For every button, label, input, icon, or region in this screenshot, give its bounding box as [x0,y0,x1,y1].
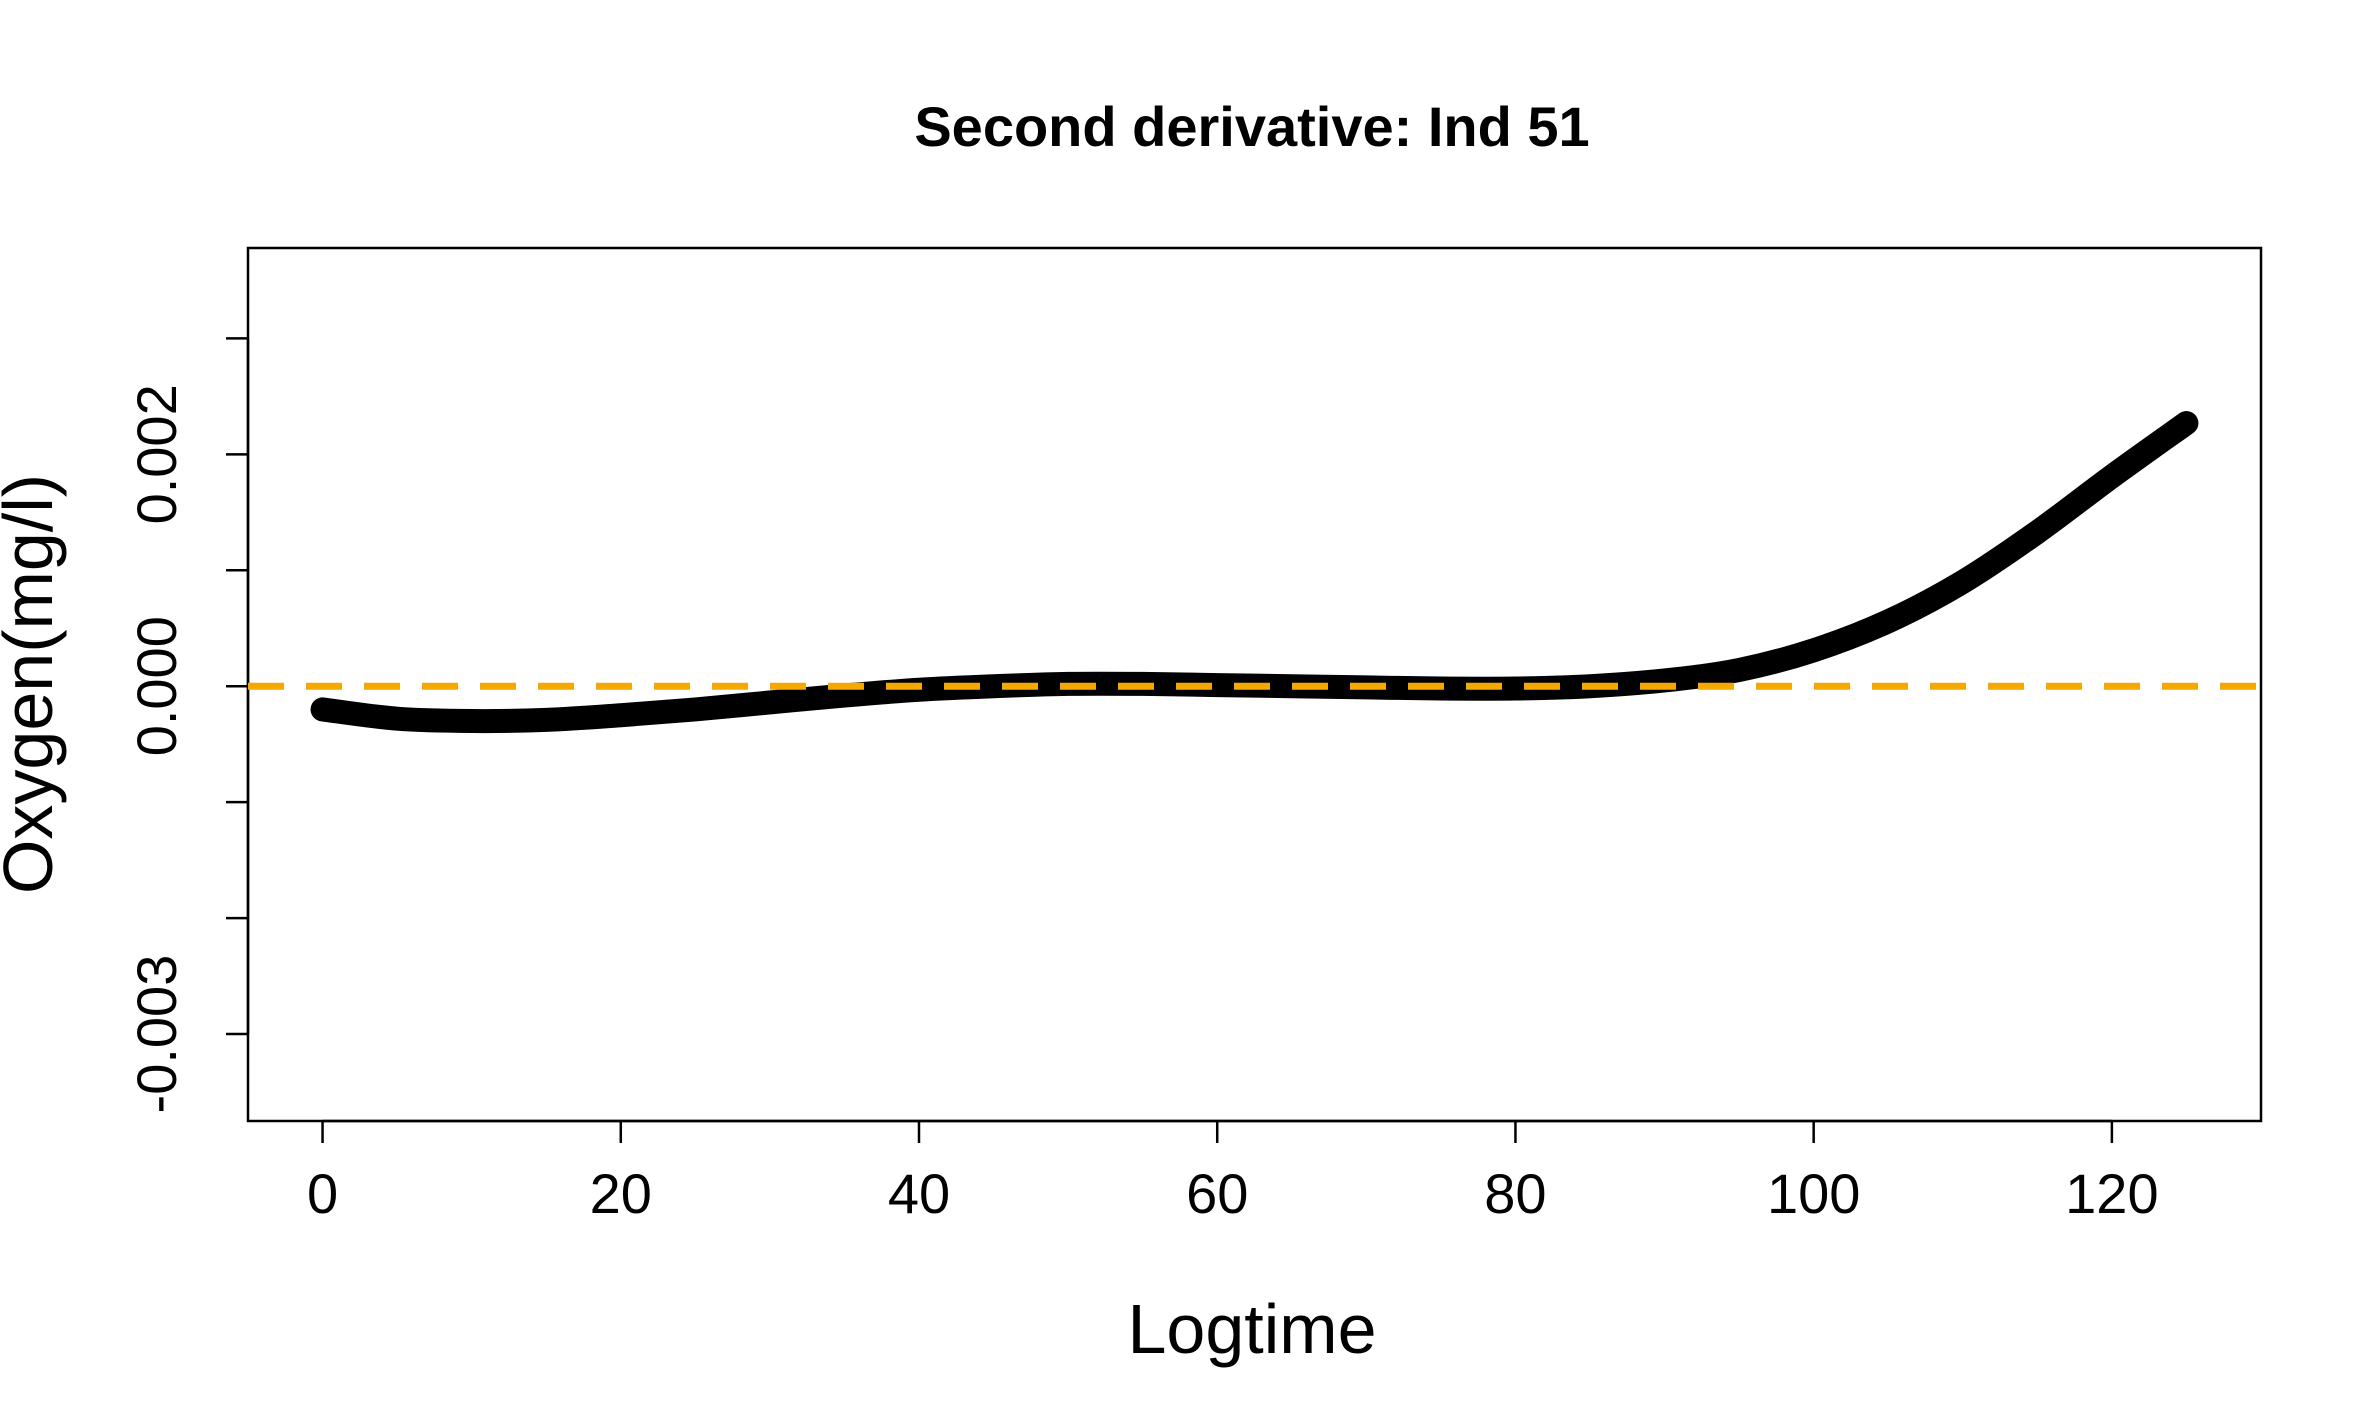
series-layer [310,411,2199,734]
x-tick-label: 100 [1767,1162,1860,1225]
y-axis-label: Oxygen(mg/l) [0,474,67,894]
x-axis-label: Logtime [1127,1290,1376,1368]
x-tick-label: 20 [590,1162,652,1225]
chart-title: Second derivative: Ind 51 [914,95,1589,158]
y-tick-label: 0.000 [125,616,188,756]
series-line [310,411,2199,734]
x-tick-label: 40 [888,1162,950,1225]
x-tick-label: 0 [307,1162,338,1225]
x-tick-label: 60 [1186,1162,1248,1225]
y-axis: -0.003 0.000 0.002 [125,337,250,1114]
y-tick-label: 0.002 [125,384,188,524]
x-tick-label: 120 [2065,1162,2158,1225]
x-axis: 0 20 40 60 80 100 120 [307,1119,2159,1225]
y-tick-label: -0.003 [125,955,188,1114]
x-tick-label: 80 [1484,1162,1546,1225]
